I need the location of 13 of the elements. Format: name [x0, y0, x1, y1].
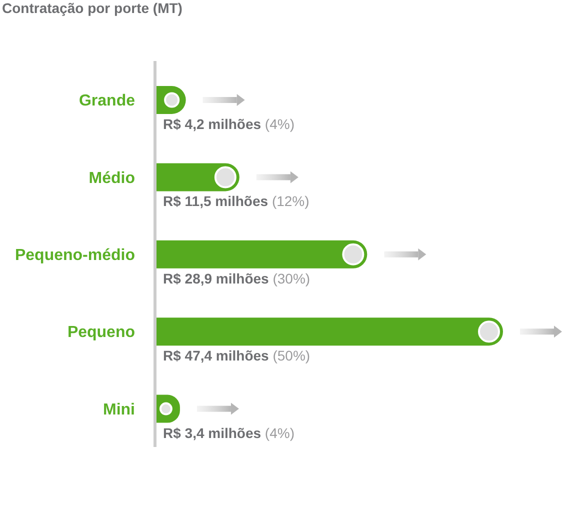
data-label: R$ 11,5 milhões (12%) — [163, 193, 310, 210]
chart-title: Contratação por porte (MT) — [2, 0, 182, 16]
data-label: R$ 47,4 milhões (50%) — [163, 348, 310, 364]
bar — [155, 240, 368, 268]
y-tick-label: Pequeno-médio — [14, 247, 136, 264]
data-label: R$ 4,2 milhões (4%) — [163, 116, 294, 132]
y-tick-label: Grande — [78, 92, 136, 110]
y-tick-label: Mini — [103, 401, 135, 418]
bar — [155, 318, 503, 346]
data-label: R$ 28,9 milhões (30%) — [163, 270, 310, 286]
y-tick-label: Pequeno — [67, 324, 136, 342]
data-label: R$ 3,4 milhões (4%) — [163, 424, 294, 441]
y-tick-label: Médio — [88, 170, 136, 187]
